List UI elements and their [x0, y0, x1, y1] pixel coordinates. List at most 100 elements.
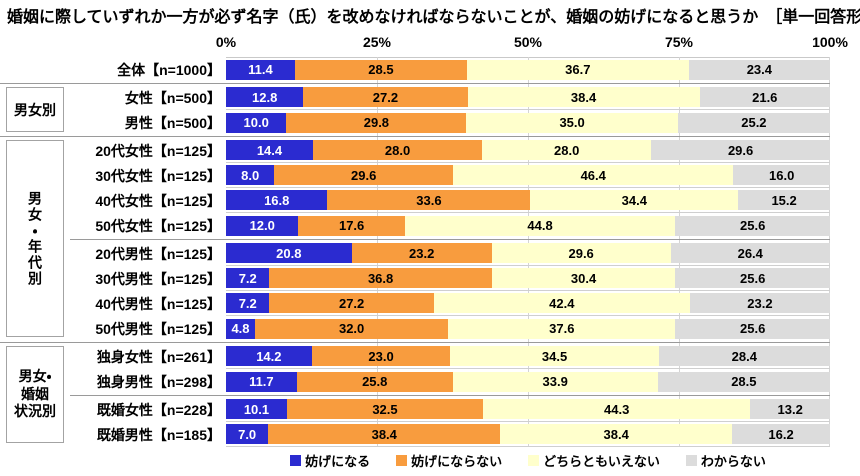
group-divider: [0, 341, 830, 344]
bar-track: 12.0 17.6 44.8 25.6: [226, 213, 830, 238]
group-label: 男女・年代別: [27, 190, 43, 287]
group-divider: [0, 135, 830, 138]
bar-track: 7.2 27.2 42.4 23.2: [226, 291, 830, 316]
bar-segment-dont-know: 16.0: [733, 165, 830, 185]
legend-swatch: [685, 455, 697, 466]
legend-label: 妨げにならない: [411, 454, 503, 469]
stacked-bar: 12.0 17.6 44.8 25.6: [226, 215, 830, 236]
stacked-bar: 7.2 27.2 42.4 23.2: [226, 293, 830, 313]
axis-tick-25: 25%: [362, 34, 392, 50]
axis-tick-100: 100%: [812, 34, 848, 50]
bar-segment-dont-know: 28.5: [657, 371, 830, 392]
row-label: 独身女性【n=261】: [96, 348, 221, 365]
bar-segment-hindrance: 11.4: [226, 59, 295, 80]
bar-segment-neither: 46.4: [453, 165, 734, 185]
bar-track: 11.4 28.5 36.7 23.4: [226, 57, 831, 82]
group-label: 男女別: [14, 101, 56, 118]
group-subdivider: [0, 238, 830, 241]
bar-segment-hindrance: 12.0: [226, 215, 299, 236]
group-divider: [0, 82, 830, 85]
bar-segment-neither: 42.4: [433, 293, 690, 313]
legend-label: わからない: [700, 454, 766, 469]
row-label: 40代男性【n=125】: [95, 295, 221, 312]
bar-segment-dont-know: 13.2: [750, 399, 830, 419]
bar-segment-neither: 34.5: [450, 346, 659, 366]
chart-row: 20代女性【n=125】 14.4 28.0 28.0 29.6: [0, 138, 830, 163]
bar-segment-neither: 38.4: [467, 87, 700, 107]
legend-item-dont-know: わからない: [685, 451, 766, 470]
stacked-bar: 4.8 32.0 37.6 25.6: [226, 318, 830, 339]
bar-segment-no-hindrance: 36.8: [269, 268, 492, 288]
bar-segment-no-hindrance: 23.2: [351, 243, 492, 263]
chart-row: 女性【n=500】 12.8 27.2 38.4 21.6: [0, 85, 830, 110]
chart-row: 40代男性【n=125】 7.2 27.2 42.4 23.2: [0, 291, 830, 316]
bar-track: 14.4 28.0 28.0 29.6: [226, 138, 830, 163]
chart-row: 40代女性【n=125】 16.8 33.6 34.4 15.2: [0, 188, 830, 213]
bar-segment-dont-know: 21.6: [699, 87, 830, 107]
group-label: 男女・ 婚姻 状況別: [14, 368, 56, 420]
bar-segment-dont-know: 15.2: [738, 190, 830, 210]
legend-swatch: [528, 455, 540, 466]
bar-segment-neither: 38.4: [500, 424, 733, 444]
legend-label: どちらともいえない: [543, 454, 660, 469]
bar-track: 7.0 38.4 38.4 16.2: [226, 422, 830, 447]
row-label: 40代女性【n=125】: [95, 192, 221, 209]
bar-track: 8.0 29.6 46.4 16.0: [226, 163, 830, 188]
chart-row: 50代男性【n=125】 4.8 32.0 37.6 25.6: [0, 316, 830, 341]
bar-track: 10.0 29.8 35.0 25.2: [226, 110, 830, 135]
row-label: 全体【n=1000】: [117, 61, 221, 78]
row-label: 20代女性【n=125】: [95, 142, 221, 159]
row-label: 既婚女性【n=228】: [96, 401, 221, 418]
legend-item-hindrance: 妨げになる: [290, 451, 370, 470]
legend-item-neither: どちらともいえない: [528, 451, 660, 470]
bar-segment-hindrance: 20.8: [226, 243, 352, 263]
bar-segment-neither: 30.4: [491, 268, 676, 288]
stacked-bar: 8.0 29.6 46.4 16.0: [226, 165, 830, 185]
bar-segment-no-hindrance: 28.0: [312, 140, 483, 160]
axis-tick-50: 50%: [513, 34, 543, 50]
bar-segment-dont-know: 26.4: [670, 243, 830, 263]
row-label: 50代女性【n=125】: [95, 217, 221, 234]
bar-segment-neither: 37.6: [448, 318, 676, 339]
bar-segment-hindrance: 7.2: [226, 293, 270, 313]
bar-segment-hindrance: 16.8: [226, 190, 328, 210]
group-box-gender-marital: 男女・ 婚姻 状況別: [6, 346, 64, 443]
stacked-bar: 7.0 38.4 38.4 16.2: [226, 424, 830, 444]
stacked-bar: 14.2 23.0 34.5 28.4: [226, 346, 830, 366]
bar-segment-dont-know: 25.2: [677, 112, 830, 133]
chart-row: 既婚男性【n=185】 7.0 38.4 38.4 16.2: [0, 422, 830, 447]
bar-segment-dont-know: 25.6: [675, 215, 830, 236]
bar-segment-hindrance: 7.2: [226, 268, 270, 288]
bar-segment-hindrance: 10.0: [226, 112, 287, 133]
bar-segment-hindrance: 8.0: [226, 165, 275, 185]
bar-track: 14.2 23.0 34.5 28.4: [226, 344, 830, 369]
bar-segment-no-hindrance: 32.0: [254, 318, 449, 339]
group-subdivider: [0, 394, 830, 397]
bar-segment-no-hindrance: 33.6: [327, 190, 531, 210]
stacked-bar: 7.2 36.8 30.4 25.6: [226, 268, 830, 288]
bar-track: 11.7 25.8 33.9 28.5: [226, 369, 830, 394]
bar-segment-hindrance: 14.4: [226, 140, 313, 160]
bar-segment-no-hindrance: 27.2: [303, 87, 468, 107]
bar-segment-neither: 35.0: [466, 112, 678, 133]
bar-segment-neither: 28.0: [482, 140, 652, 160]
row-label: 50代男性【n=125】: [95, 320, 221, 337]
bar-segment-dont-know: 28.4: [658, 346, 830, 366]
bar-segment-hindrance: 10.1: [226, 399, 287, 419]
bar-segment-no-hindrance: 29.8: [286, 112, 467, 133]
bar-segment-no-hindrance: 25.8: [296, 371, 453, 392]
bar-segment-dont-know: 29.6: [651, 140, 830, 160]
bar-segment-neither: 44.3: [483, 399, 751, 419]
stacked-bar: 20.8 23.2 29.6 26.4: [226, 243, 830, 263]
legend-swatch: [396, 455, 408, 466]
row-label: 女性【n=500】: [124, 89, 221, 106]
bar-segment-no-hindrance: 27.2: [269, 293, 434, 313]
chart-row: 30代女性【n=125】 8.0 29.6 46.4 16.0: [0, 163, 830, 188]
bar-segment-dont-know: 25.6: [675, 318, 830, 339]
bar-segment-neither: 33.9: [452, 371, 658, 392]
bar-segment-no-hindrance: 28.5: [294, 59, 467, 80]
axis-tick-0: 0%: [215, 34, 237, 50]
bar-segment-dont-know: 23.2: [689, 293, 830, 313]
stacked-bar: 16.8 33.6 34.4 15.2: [226, 190, 830, 210]
row-label: 独身男性【n=298】: [96, 373, 221, 390]
